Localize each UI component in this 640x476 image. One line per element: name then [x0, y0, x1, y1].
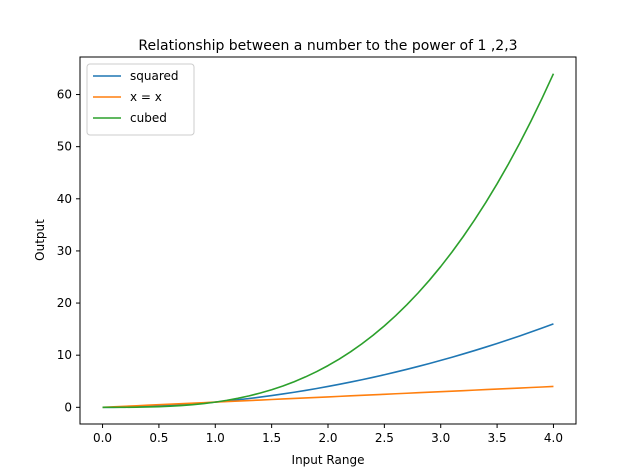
- x-axis-label: Input Range: [292, 453, 365, 467]
- y-tick-label: 10: [57, 348, 72, 362]
- series-line-1: [102, 385, 554, 409]
- legend-label: cubed: [130, 111, 167, 125]
- x-tick-label: 4.0: [544, 431, 563, 445]
- y-tick-label: 20: [57, 296, 72, 310]
- x-tick-label: 3.5: [488, 431, 507, 445]
- plot-area: [102, 73, 555, 409]
- x-tick-label: 0.5: [149, 431, 168, 445]
- series-line-2: [102, 73, 555, 409]
- legend-label: x = x: [130, 90, 162, 104]
- y-axis-label: Output: [33, 219, 47, 261]
- y-tick-label: 60: [57, 88, 72, 102]
- y-tick-label: 30: [57, 244, 72, 258]
- x-tick-label: 2.0: [318, 431, 337, 445]
- x-tick-label: 3.0: [431, 431, 450, 445]
- legend-label: squared: [130, 69, 179, 83]
- y-tick-label: 50: [57, 140, 72, 154]
- y-tick-label: 40: [57, 192, 72, 206]
- x-tick-label: 1.0: [206, 431, 225, 445]
- y-tick-label: 0: [64, 400, 72, 414]
- chart-title: Relationship between a number to the pow…: [138, 38, 517, 54]
- legend: squared x = x cubed: [86, 63, 195, 136]
- x-tick-label: 1.5: [262, 431, 281, 445]
- x-tick-label: 2.5: [375, 431, 394, 445]
- x-tick-label: 0.0: [93, 431, 112, 445]
